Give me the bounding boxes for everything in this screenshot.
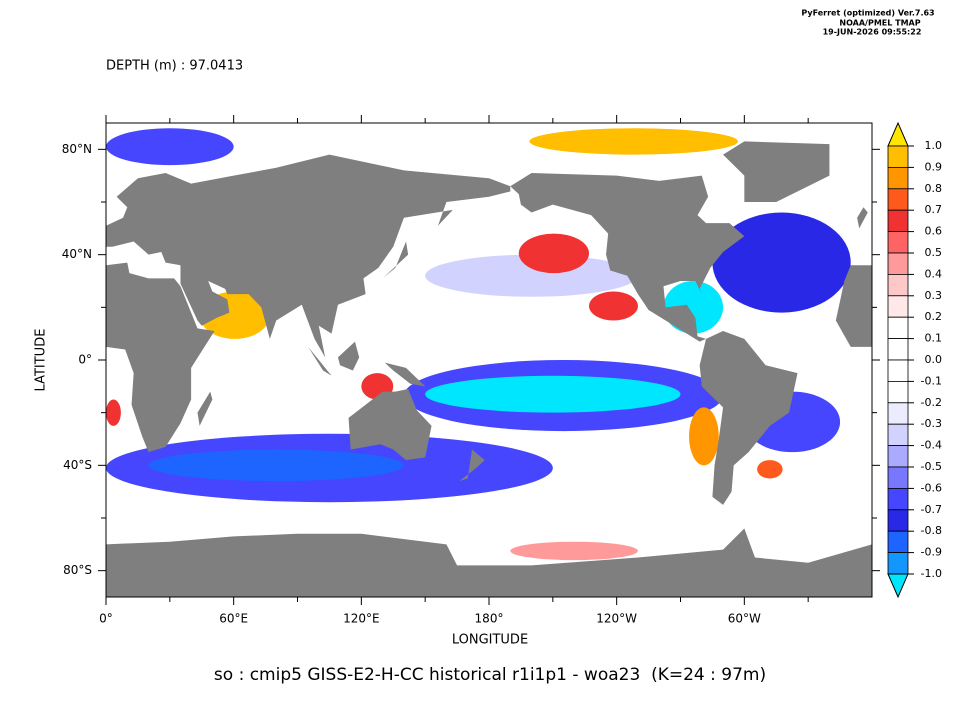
colorbar-label: 0.8 — [925, 182, 943, 195]
anomaly — [106, 128, 234, 166]
land — [106, 141, 872, 597]
colorbar-label: 0.4 — [925, 267, 943, 280]
colorbar-label: -0.8 — [921, 524, 942, 537]
colorbar-above — [887, 121, 909, 147]
land-mass — [723, 141, 830, 202]
anomaly — [106, 399, 121, 426]
colorbar-band — [887, 509, 909, 532]
land-mass — [197, 391, 213, 426]
x-axis-label: LONGITUDE — [452, 633, 528, 648]
credit: NOAA/PMEL TMAP — [839, 19, 920, 28]
colorbar-label: -0.6 — [921, 481, 942, 494]
anomaly — [712, 212, 851, 313]
colorbar-band — [887, 231, 909, 254]
colorbar-label: -0.4 — [921, 439, 942, 452]
colorbar-label: 0.9 — [925, 160, 943, 173]
anomaly — [757, 460, 783, 479]
land-mass — [348, 388, 432, 461]
colorbar-label: -0.3 — [921, 417, 942, 430]
land-mass — [459, 449, 485, 482]
colorbar-band — [887, 316, 909, 340]
anomaly — [510, 541, 638, 561]
x-tick-label: 0° — [99, 612, 113, 626]
colorbar-band — [887, 402, 909, 425]
y-tick-label: 80°N — [62, 142, 92, 156]
colorbar-band — [887, 295, 909, 318]
x-tick-label: 60°E — [219, 612, 248, 626]
land-mass — [857, 207, 868, 229]
colorbar-band — [887, 338, 909, 361]
land-mass — [699, 331, 798, 505]
x-tick-label: 180° — [475, 612, 504, 626]
colorbar-below — [887, 573, 909, 599]
y-tick-label: 40°N — [62, 247, 92, 261]
colorbar-band — [887, 252, 909, 275]
colorbar-band — [887, 552, 909, 575]
colorbar-label: -0.9 — [921, 546, 942, 559]
colorbar-label: -0.1 — [921, 374, 942, 387]
colorbar-band — [887, 530, 909, 554]
credit: 19-JUN-2026 09:55:22 — [823, 28, 922, 37]
colorbar-band — [887, 423, 909, 447]
colorbar-label: 0.0 — [925, 353, 943, 366]
land-mass — [510, 173, 745, 342]
land-mass — [382, 241, 409, 279]
colorbar-band — [887, 466, 909, 489]
colorbar-band — [887, 380, 909, 404]
colorbar-label: 0.1 — [925, 332, 943, 345]
anomaly — [689, 407, 719, 466]
y-axis-label: LATITUDE — [34, 329, 49, 392]
colorbar-label: -1.0 — [921, 567, 942, 580]
land-mass — [835, 265, 872, 347]
anomaly — [148, 449, 404, 482]
land-mass — [337, 341, 360, 371]
colorbar-label: -0.2 — [921, 396, 942, 409]
colorbar-label: 0.6 — [925, 225, 943, 238]
y-tick-label: 0° — [78, 353, 92, 367]
x-tick-label: 120°W — [596, 612, 637, 626]
y-tick-label: 80°S — [63, 563, 92, 577]
colorbar-label: 0.5 — [925, 246, 943, 259]
chart-title: so : cmip5 GISS-E2-H-CC historical r1i1p… — [214, 665, 766, 685]
credit: PyFerret (optimized) Ver.7.63 — [801, 9, 934, 18]
anomaly — [529, 128, 738, 155]
colorbar-band — [887, 209, 909, 232]
colorbar-band — [887, 273, 909, 297]
colorbar-label: 1.0 — [925, 139, 943, 152]
colorbar-band — [887, 445, 909, 468]
land-mass — [106, 154, 511, 358]
y-tick-label: 40°S — [63, 458, 92, 472]
x-tick-label: 60°W — [728, 612, 761, 626]
colorbar-label: 0.3 — [925, 289, 943, 302]
colorbar-band — [887, 145, 909, 168]
colorbar-band — [887, 166, 909, 190]
colorbar-band — [887, 359, 909, 382]
land-mass — [308, 346, 332, 376]
colorbar-band — [887, 487, 909, 511]
colorbar-band — [887, 188, 909, 211]
colorbar-label: -0.5 — [921, 460, 942, 473]
land-mass — [106, 528, 872, 597]
land-mass — [384, 362, 426, 387]
colorbar-label: 0.7 — [925, 203, 943, 216]
colorbar-label: 0.2 — [925, 310, 943, 323]
colorbar-label: -0.7 — [921, 503, 942, 516]
land-mass — [106, 262, 215, 453]
x-tick-label: 120°E — [343, 612, 380, 626]
anomaly — [518, 233, 590, 274]
anomaly — [425, 254, 638, 297]
subtitle: DEPTH (m) : 97.0413 — [106, 59, 243, 74]
anomaly — [425, 375, 681, 413]
anomaly — [589, 291, 638, 321]
